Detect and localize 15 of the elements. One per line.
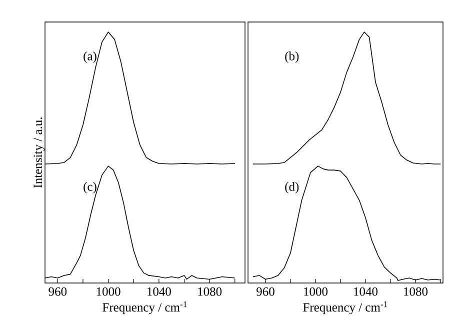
annotation: (a) [84,52,96,63]
annotation: (b) [285,52,299,63]
x-tick-label: 1000 [96,287,120,296]
x-tick-label: 960 [256,287,274,296]
x-tick-label: 1000 [304,287,328,296]
annotation: (d) [285,182,299,194]
x-axis-title: Frequency / cm$^{-1}$ [303,301,388,314]
y-axis-title: Intensity / a.u. [34,118,45,188]
x-tick-label: 1040 [354,287,378,296]
x-tick-label: 960 [48,287,67,296]
x-tick-label: 1040 [148,287,171,296]
x-axis-title: Frequency / cm$^{-1}$ [102,301,187,314]
x-tick-label: 1080 [404,287,428,296]
annotation: (c) [84,182,96,194]
x-tick-label: 1080 [198,287,222,296]
